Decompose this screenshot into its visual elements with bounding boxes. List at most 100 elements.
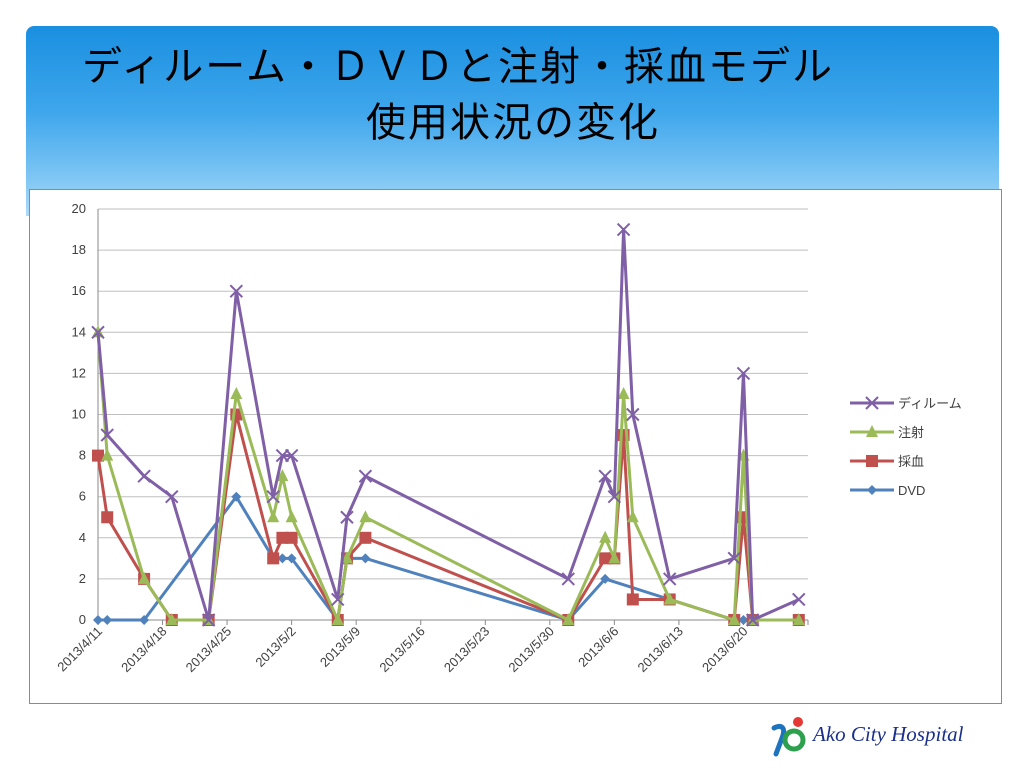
x-marker bbox=[727, 551, 741, 566]
legend-label: DVD bbox=[898, 483, 925, 498]
x-marker-stroke bbox=[201, 613, 216, 627]
triangle-marker bbox=[165, 613, 178, 625]
diamond-marker bbox=[277, 553, 288, 564]
square-marker bbox=[276, 531, 289, 544]
x-marker-stroke bbox=[727, 551, 741, 566]
x-marker-stroke bbox=[340, 510, 354, 524]
x-marker-stroke bbox=[137, 469, 151, 483]
x-marker-stroke bbox=[100, 428, 114, 442]
x-marker-stroke bbox=[561, 572, 575, 586]
y-tick-label: 6 bbox=[79, 489, 86, 504]
x-marker-stroke bbox=[358, 469, 373, 483]
triangle-marker bbox=[792, 613, 805, 625]
x-tick-label: 2013/5/30 bbox=[505, 624, 557, 676]
y-tick-label: 8 bbox=[79, 448, 86, 463]
x-marker-stroke bbox=[792, 592, 806, 607]
x-marker bbox=[137, 469, 151, 483]
square-marker bbox=[866, 455, 878, 467]
hospital-logo: Ako City Hospital bbox=[768, 714, 998, 758]
x-marker bbox=[745, 613, 760, 627]
y-tick-label: 10 bbox=[72, 407, 86, 422]
legend-label: ディルーム bbox=[898, 396, 962, 411]
x-marker-stroke bbox=[662, 572, 677, 586]
diamond-marker bbox=[600, 573, 611, 584]
legend-label: 採血 bbox=[898, 454, 924, 469]
x-tick-label: 2013/5/23 bbox=[441, 624, 493, 676]
slide-title-line2: 使用状況の変化 bbox=[366, 100, 660, 146]
x-marker-stroke bbox=[616, 222, 631, 237]
diamond-marker bbox=[286, 553, 297, 564]
x-marker-stroke bbox=[598, 469, 612, 483]
y-tick-label: 0 bbox=[79, 612, 86, 627]
x-marker bbox=[91, 325, 105, 340]
y-tick-label: 20 bbox=[72, 201, 86, 216]
x-marker-stroke bbox=[736, 366, 751, 381]
x-marker bbox=[561, 572, 575, 586]
square-marker bbox=[267, 552, 280, 565]
y-tick-label: 18 bbox=[72, 242, 86, 257]
x-marker-stroke bbox=[91, 325, 105, 340]
x-marker-stroke bbox=[331, 592, 345, 607]
x-marker-stroke bbox=[626, 407, 640, 422]
hospital-logo-icon bbox=[771, 717, 806, 757]
series-line bbox=[96, 228, 800, 622]
title-banner bbox=[26, 26, 999, 216]
triangle-marker bbox=[617, 386, 630, 399]
triangle-marker bbox=[138, 571, 151, 584]
triangle-marker bbox=[608, 551, 621, 564]
x-marker bbox=[201, 613, 216, 627]
triangle-marker bbox=[285, 510, 298, 523]
square-marker bbox=[101, 511, 114, 524]
slide-title-line1: ディルーム・ＤＶＤと注射・採血モデル bbox=[82, 44, 834, 90]
y-tick-label: 14 bbox=[72, 324, 86, 339]
triangle-marker bbox=[276, 469, 289, 482]
x-marker bbox=[616, 222, 631, 237]
x-marker bbox=[792, 592, 806, 607]
series-line bbox=[96, 332, 799, 622]
square-marker bbox=[626, 593, 639, 606]
x-tick-label: 2013/6/20 bbox=[699, 624, 751, 676]
diamond-marker bbox=[102, 615, 113, 625]
x-marker bbox=[100, 428, 114, 442]
x-tick-label: 2013/4/25 bbox=[183, 624, 235, 676]
square-marker bbox=[285, 531, 298, 544]
y-tick-label: 12 bbox=[72, 365, 86, 380]
x-tick-label: 2013/6/13 bbox=[635, 624, 687, 676]
x-marker-stroke bbox=[284, 448, 299, 463]
triangle-marker bbox=[663, 592, 676, 605]
x-marker-stroke bbox=[745, 613, 760, 627]
chart-area: 0 2 4 6 8 10 12 14 16 18 20 2013/4/11 2013/4/18 2013/… bbox=[29, 189, 1002, 704]
x-marker bbox=[331, 592, 345, 607]
x-marker bbox=[340, 510, 354, 524]
diamond-marker bbox=[360, 553, 371, 564]
x-tick-label: 2013/4/11 bbox=[54, 624, 105, 675]
x-marker bbox=[358, 469, 373, 483]
triangle-marker bbox=[728, 613, 741, 625]
x-tick-label: 2013/5/9 bbox=[317, 624, 363, 670]
x-tick-label: 2013/4/18 bbox=[118, 624, 170, 676]
x-marker-stroke bbox=[229, 284, 244, 298]
x-marker-stroke bbox=[607, 489, 622, 504]
x-marker bbox=[284, 448, 299, 463]
triangle-marker bbox=[626, 510, 639, 523]
x-tick-label: 2013/5/16 bbox=[376, 624, 428, 676]
x-marker bbox=[736, 366, 751, 381]
legend-label: 注射 bbox=[898, 425, 924, 440]
triangle-marker bbox=[101, 448, 114, 461]
x-marker-stroke bbox=[865, 396, 879, 410]
x-marker bbox=[626, 407, 640, 422]
square-marker bbox=[599, 552, 612, 565]
diamond-marker bbox=[867, 485, 877, 495]
diamond-marker bbox=[738, 615, 749, 625]
y-tick-label: 4 bbox=[79, 530, 86, 545]
x-marker bbox=[607, 489, 622, 504]
x-marker bbox=[266, 489, 280, 504]
square-marker bbox=[359, 531, 372, 544]
diamond-marker bbox=[93, 615, 103, 625]
triangle-marker bbox=[599, 530, 612, 543]
diamond-marker bbox=[231, 491, 242, 502]
triangle-marker bbox=[562, 613, 575, 625]
triangle-marker bbox=[866, 425, 878, 437]
x-marker bbox=[865, 396, 879, 410]
